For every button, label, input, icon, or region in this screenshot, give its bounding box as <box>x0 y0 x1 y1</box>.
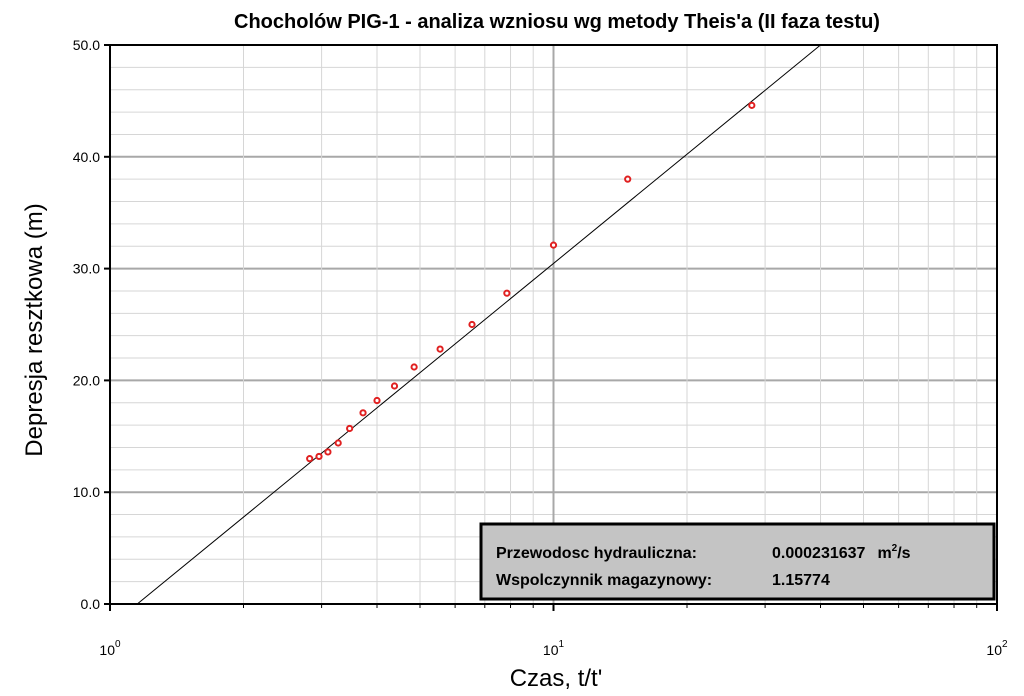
data-point <box>624 175 632 183</box>
transmissivity-value: 0.000231637 m2/s <box>772 543 911 562</box>
x-tick-label: 101 <box>543 639 565 658</box>
y-axis-ticks: 0.0 10.0 20.0 30.0 40.0 50.0 <box>73 37 110 612</box>
theis-fit-line <box>136 44 821 605</box>
data-point <box>306 455 314 463</box>
data-point <box>334 439 342 447</box>
data-point <box>410 363 418 371</box>
x-tick-label-base: 10 <box>543 642 559 658</box>
x-tick-label-base: 10 <box>99 642 115 658</box>
info-box-frame <box>479 522 996 601</box>
chart-title: Chocholów PIG-1 - analiza wzniosu wg met… <box>234 11 880 33</box>
data-point <box>346 424 354 433</box>
x-tick-label-exponent: 0 <box>115 639 121 650</box>
y-tick-label: 30.0 <box>73 261 100 277</box>
info-box: Przewodosc hydrauliczna: 0.000231637 m2/s… <box>479 522 996 601</box>
x-tick-label-exponent: 2 <box>1002 639 1008 650</box>
y-tick-label: 40.0 <box>73 149 100 165</box>
data-point <box>359 409 367 417</box>
x-tick-label: 102 <box>986 639 1008 658</box>
data-point <box>549 241 558 249</box>
transmissivity-number: 0.000231637 <box>772 545 866 562</box>
y-tick-label: 0.0 <box>81 596 101 612</box>
x-tick-label-exponent: 1 <box>559 639 565 650</box>
transmissivity-label: Przewodosc hydrauliczna: <box>496 545 697 562</box>
x-axis-ticks: 100 101 102 <box>99 604 1008 658</box>
storage-coefficient-value: 1.15774 <box>772 572 830 589</box>
data-point <box>503 289 511 297</box>
data-point <box>373 396 381 405</box>
transmissivity-unit-exponent: 2 <box>892 543 898 554</box>
y-tick-label: 20.0 <box>73 372 100 388</box>
data-point <box>748 101 756 109</box>
x-axis-label: Czas, t/t' <box>510 665 603 692</box>
data-points <box>306 101 756 463</box>
grid <box>109 44 997 605</box>
transmissivity-unit: m <box>877 545 891 562</box>
data-point <box>436 345 444 353</box>
y-axis-label: Depresja resztkowa (m) <box>21 203 48 456</box>
data-point <box>324 448 332 456</box>
data-point <box>315 452 323 461</box>
data-point <box>390 382 399 390</box>
data-point <box>468 320 476 329</box>
fit-line-group <box>136 44 821 605</box>
storage-coefficient-label: Wspolczynnik magazynowy: <box>496 572 712 589</box>
x-tick-label: 100 <box>99 639 121 658</box>
x-tick-label-base: 10 <box>986 642 1002 658</box>
y-tick-label: 10.0 <box>73 484 100 500</box>
y-tick-label: 50.0 <box>73 37 100 53</box>
transmissivity-unit-tail: /s <box>897 545 910 562</box>
